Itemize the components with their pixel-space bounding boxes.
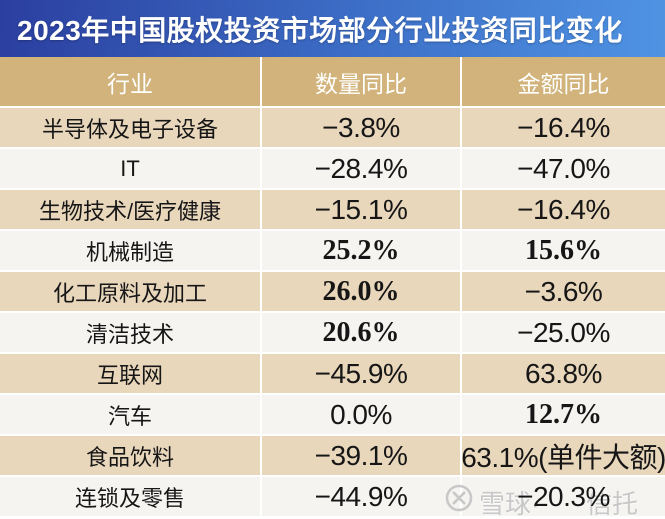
table-row: 机械制造 25.2% 15.6% <box>0 231 665 270</box>
table-row: 生物技术/医疗健康 −15.1% −16.4% <box>0 190 665 229</box>
qty-yoy-value: −44.9% <box>314 480 408 512</box>
industry-label: 机械制造 <box>85 239 174 265</box>
amt-yoy-value: −16.4% <box>517 193 610 225</box>
qty-yoy-value: 20.6% <box>322 316 400 348</box>
table-row: 半导体及电子设备 −3.8% −16.4% <box>0 108 665 147</box>
table-row: 食品饮料 −39.1% 63.1%(单件大额) <box>0 436 665 475</box>
amt-yoy-value: −20.3% <box>517 480 610 512</box>
table-row: 互联网 −45.9% 63.8% <box>0 354 665 393</box>
amt-yoy-value: 63.8% <box>525 357 602 389</box>
table-row: 汽车 0.0% 12.7% <box>0 395 665 434</box>
qty-yoy-value: −15.1% <box>314 193 408 225</box>
qty-yoy-value: −28.4% <box>314 152 408 184</box>
qty-yoy-value: 0.0% <box>330 398 392 430</box>
qty-yoy-value: −45.9% <box>314 357 408 389</box>
col-header-amt-yoy: 金额同比 <box>462 57 665 106</box>
amt-yoy-value: −3.6% <box>524 275 603 307</box>
table-row: 清洁技术 20.6% −25.0% <box>0 313 665 352</box>
qty-yoy-value: −39.1% <box>314 439 408 471</box>
table-row: 化工原料及加工 26.0% −3.6% <box>0 272 665 311</box>
table-header-row: 行业 数量同比 金额同比 <box>0 57 665 106</box>
amt-yoy-value: −47.0% <box>517 152 610 184</box>
industry-label: 半导体及电子设备 <box>41 116 218 142</box>
qty-yoy-value: 26.0% <box>322 275 400 307</box>
industry-label: 互联网 <box>96 362 163 388</box>
amt-yoy-value: −25.0% <box>517 316 610 348</box>
watermark-suffix: 信托 <box>586 489 639 519</box>
industry-label: 清洁技术 <box>85 321 174 347</box>
amt-yoy-value: −16.4% <box>517 111 610 143</box>
industry-label: 连锁及零售 <box>74 485 185 511</box>
xueqiu-logo-icon <box>445 484 473 512</box>
industry-label: 生物技术/医疗健康 <box>38 198 222 224</box>
amt-yoy-value: 63.1%(单件大额) <box>462 441 665 473</box>
industry-label: 食品饮料 <box>85 444 174 470</box>
table-row: IT −28.4% −47.0% <box>0 149 665 188</box>
qty-yoy-value: −3.8% <box>322 111 400 143</box>
qty-yoy-value: 25.2% <box>322 234 400 266</box>
col-header-industry: 行业 <box>0 57 260 106</box>
amt-yoy-value: 12.7% <box>525 398 602 430</box>
amt-yoy-value: 15.6% <box>525 234 602 266</box>
industry-label: IT <box>120 155 140 181</box>
title-bar: 2023年中国股权投资市场部分行业投资同比变化 <box>0 0 665 57</box>
table-row: 连锁及零售 −44.9% −20.3% <box>0 477 665 516</box>
industry-label: 化工原料及加工 <box>52 280 207 306</box>
watermark-brand: 雪球· <box>479 489 540 519</box>
col-header-qty-yoy: 数量同比 <box>262 57 460 106</box>
industry-yoy-table: 行业 数量同比 金额同比 半导体及电子设备 −3.8% −16.4% IT −2… <box>0 57 665 516</box>
industry-label: 汽车 <box>107 403 152 429</box>
page-title: 2023年中国股权投资市场部分行业投资同比变化 <box>17 14 623 46</box>
